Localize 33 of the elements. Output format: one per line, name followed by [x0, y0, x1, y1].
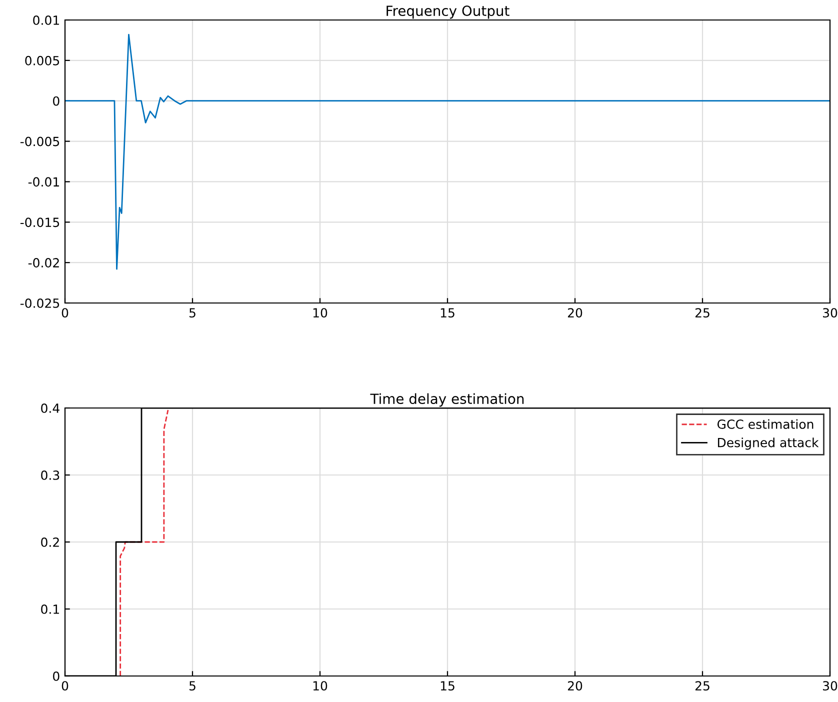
x-tick-label: 0	[62, 308, 68, 318]
y-tick-label: 0.01	[33, 15, 59, 25]
x-tick-label: 25	[695, 681, 710, 691]
y-tick-label: -0.005	[20, 136, 60, 146]
x-tick-label: 5	[189, 308, 196, 318]
x-tick-label: 10	[313, 308, 328, 318]
x-tick-label: 10	[313, 681, 328, 691]
y-tick-label: 0.005	[25, 56, 60, 66]
x-tick-label: 15	[440, 308, 454, 318]
y-tick-label: 0	[53, 96, 60, 106]
y-tick-label: -0.015	[20, 218, 60, 228]
x-tick-label: 20	[568, 681, 582, 691]
y-tick-label: 0.3	[41, 470, 60, 480]
x-tick-label: 0	[62, 681, 68, 691]
x-tick-label: 5	[189, 681, 196, 691]
x-tick-label: 30	[823, 308, 838, 318]
legend-label: Designed attack	[718, 438, 819, 450]
chart-title: Frequency Output	[386, 6, 510, 19]
y-tick-label: -0.02	[28, 258, 59, 268]
line-series	[65, 34, 830, 270]
y-tick-label: 0.2	[41, 537, 59, 547]
y-tick-label: 0	[53, 671, 60, 681]
y-tick-label: 0.1	[41, 604, 59, 614]
x-tick-label: 20	[568, 308, 582, 318]
y-tick-label: -0.01	[28, 177, 59, 187]
x-tick-label: 15	[440, 681, 454, 691]
x-tick-label: 30	[823, 681, 838, 691]
y-tick-label: 0.4	[41, 403, 60, 413]
line-series	[120, 409, 169, 676]
chart-title: Time delay estimation	[370, 393, 524, 407]
x-tick-label: 25	[695, 308, 710, 318]
legend-label: GCC estimation	[717, 419, 814, 429]
y-tick-label: -0.025	[20, 298, 60, 308]
